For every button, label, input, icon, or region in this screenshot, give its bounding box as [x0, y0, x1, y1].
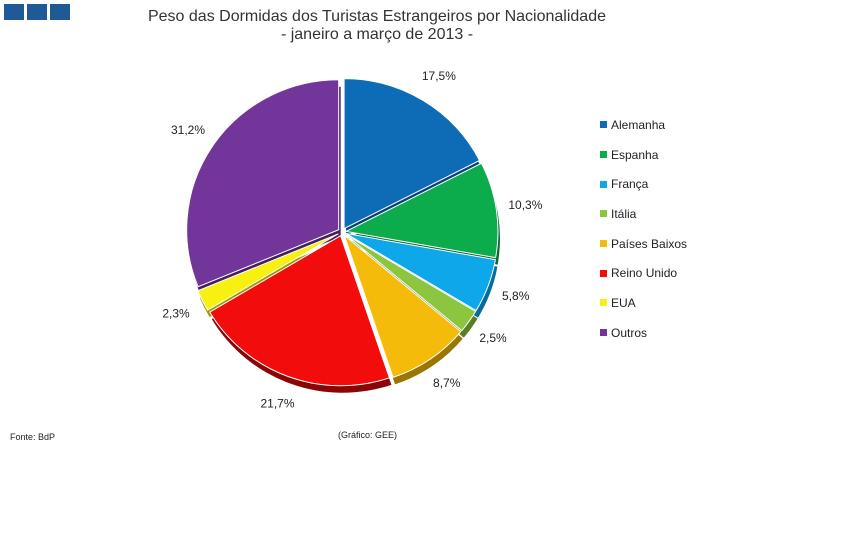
- logo-block: [27, 4, 47, 20]
- chart-credit: (Gráfico: GEE): [338, 430, 398, 440]
- legend-item: França: [600, 169, 687, 199]
- pie-slice-itália: [344, 233, 477, 332]
- legend-item: EUA: [600, 288, 687, 318]
- legend-label: Reino Unido: [611, 266, 678, 281]
- legend-swatch: [600, 329, 607, 337]
- legend-item: Países Baixos: [600, 229, 687, 259]
- pie-slice-eua: [197, 233, 339, 311]
- logo-block: [4, 4, 24, 20]
- pie-slice-frança: [345, 232, 496, 312]
- legend-item: Outros: [600, 318, 687, 348]
- logo-block: [50, 4, 70, 20]
- legend: Alemanha Espanha França Itália Países Baixos…: [600, 110, 687, 348]
- pie-slice-países-baixos: [343, 233, 462, 379]
- pie-slice-outros: [186, 79, 340, 288]
- data-label: 2,3%: [162, 307, 190, 321]
- legend-item: Alemanha: [600, 110, 687, 140]
- legend-swatch: [600, 299, 607, 307]
- data-label: 17,5%: [422, 69, 456, 83]
- chart-subtitle: - janeiro a março de 2013 -: [280, 26, 474, 43]
- source-note: Fonte: BdP: [10, 432, 56, 442]
- legend-label: Alemanha: [611, 117, 666, 132]
- legend-label: EUA: [611, 295, 636, 310]
- legend-swatch: [600, 210, 607, 218]
- legend-label: Países Baixos: [611, 236, 688, 251]
- data-label: 8,7%: [433, 376, 461, 390]
- legend-swatch: [600, 121, 607, 129]
- legend-label: Itália: [611, 206, 637, 221]
- chart-title: Peso das Dormidas dos Turistas Estrangei…: [147, 8, 606, 25]
- pie-slice-espanha: [344, 162, 499, 259]
- data-label: 2,5%: [479, 331, 507, 345]
- legend-swatch: [600, 151, 607, 159]
- data-label: 31,2%: [171, 123, 205, 137]
- legend-label: Espanha: [611, 147, 659, 162]
- legend-swatch: [600, 240, 607, 248]
- legend-label: França: [611, 177, 649, 192]
- legend-item: Reino Unido: [600, 258, 687, 288]
- data-label: 21,7%: [260, 397, 294, 411]
- pie-slice-alemanha: [343, 78, 481, 230]
- data-label: 5,8%: [502, 289, 530, 303]
- logo: [4, 4, 70, 20]
- legend-item: Itália: [600, 199, 687, 229]
- legend-swatch: [600, 180, 607, 188]
- pie-slice-reino-unido: [209, 235, 391, 387]
- data-label: 10,3%: [508, 198, 542, 212]
- legend-swatch: [600, 269, 607, 277]
- legend-item: Espanha: [600, 140, 687, 170]
- legend-label: Outros: [611, 325, 648, 340]
